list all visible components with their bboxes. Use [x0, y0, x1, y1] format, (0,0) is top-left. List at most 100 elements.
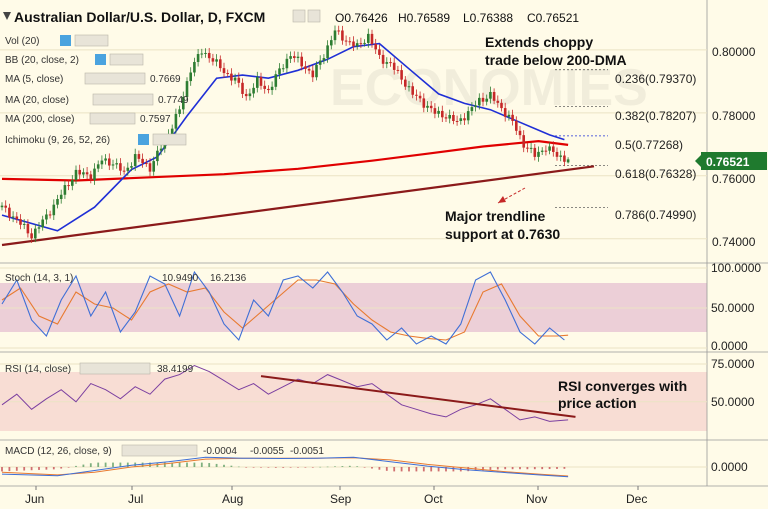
- macd-histogram-bar: [289, 467, 292, 468]
- legend-ma20[interactable]: MA (20, close) 0.7749: [5, 93, 189, 106]
- candle-body: [119, 163, 122, 171]
- candle-body: [496, 100, 500, 103]
- macd-histogram-bar: [245, 467, 248, 468]
- stoch-tick-label: 100.0000: [711, 261, 761, 275]
- annotation-trend-line2: support at 0.7630: [445, 226, 560, 242]
- candle-body: [48, 214, 52, 216]
- candle-body: [204, 52, 207, 54]
- collapse-icon[interactable]: [3, 12, 11, 20]
- legend-bb-controls[interactable]: [109, 53, 144, 66]
- candle-body: [278, 68, 281, 75]
- macd-histogram-bar: [30, 467, 33, 471]
- legend-vol-toggle-icon[interactable]: [60, 35, 71, 46]
- candle-body: [385, 62, 389, 64]
- candle-body: [322, 58, 326, 61]
- legend-macd-controls[interactable]: [121, 444, 198, 457]
- macd-histogram-bar: [208, 463, 211, 467]
- candle-body: [415, 94, 418, 96]
- candle-body: [285, 58, 289, 69]
- candle-body: [330, 40, 333, 46]
- current-price-pointer: [695, 155, 701, 167]
- legend-ichimoku-controls[interactable]: [152, 133, 187, 146]
- candle-body: [378, 49, 381, 55]
- legend-macd[interactable]: MACD (12, 26, close, 9) -0.0004 -0.0055 …: [5, 444, 324, 457]
- rsi-axis: 75.0000 50.0000: [711, 357, 755, 409]
- candle-body: [82, 172, 85, 175]
- macd-histogram-bar: [496, 467, 499, 470]
- macd-histogram-bar: [371, 467, 373, 469]
- macd-histogram-bar: [260, 467, 262, 468]
- legend-ma200-controls[interactable]: [89, 112, 136, 125]
- macd-histogram-bar: [126, 462, 129, 467]
- legend-rsi-controls[interactable]: [79, 362, 151, 375]
- price-plot: [0, 25, 608, 247]
- macd-histogram-bar: [408, 467, 410, 472]
- candle-body: [307, 68, 311, 71]
- fib-label-0786: 0.786(0.74990): [615, 208, 696, 222]
- legend-ma20-controls[interactable]: [92, 93, 154, 106]
- legend-ma20-label: MA (20, close): [5, 95, 69, 106]
- macd-histogram-bar: [526, 467, 529, 470]
- candle-body: [215, 59, 218, 62]
- price-tick-label: 0.78000: [712, 109, 756, 123]
- candle-body: [267, 88, 270, 91]
- candle-body: [485, 98, 488, 102]
- legend-bb-toggle-icon[interactable]: [95, 54, 106, 65]
- macd-histogram-bar: [89, 463, 92, 467]
- candle-body: [348, 41, 352, 43]
- price-tick-label: 0.76000: [712, 172, 756, 186]
- hide-icon[interactable]: [307, 9, 321, 23]
- rsi-trendline: [260, 375, 576, 418]
- candle-body: [141, 158, 144, 164]
- candle-body: [196, 54, 200, 62]
- candle-body: [26, 223, 30, 234]
- legend-bb[interactable]: BB (20, close, 2): [5, 53, 144, 66]
- fib-label-0618: 0.618(0.76328): [615, 167, 696, 181]
- candle-body: [426, 105, 429, 108]
- legend-ma200[interactable]: MA (200, close) 0.7597: [5, 112, 171, 125]
- candle-body: [100, 160, 104, 165]
- candle-body: [108, 158, 111, 166]
- legend-ma5[interactable]: MA (5, close) 0.7669: [5, 72, 181, 85]
- macd-histogram-bar: [556, 467, 558, 469]
- legend-ichimoku-toggle-icon[interactable]: [138, 134, 149, 145]
- candle-body: [326, 45, 329, 59]
- legend-stoch-k-value: 10.9490: [162, 273, 199, 284]
- legend-macd-label: MACD (12, 26, close, 9): [5, 446, 112, 457]
- candle-body: [4, 205, 7, 208]
- legend-vol-controls[interactable]: [74, 34, 109, 47]
- candle-body: [400, 70, 403, 80]
- legend-vol[interactable]: Vol (20): [5, 34, 109, 47]
- candle-body: [211, 58, 215, 62]
- macd-histogram-bar: [15, 467, 18, 471]
- candle-body: [367, 33, 370, 43]
- candle-body: [381, 54, 385, 64]
- candle-body: [444, 117, 448, 119]
- candle-body: [389, 62, 392, 64]
- candle-body: [96, 164, 100, 169]
- legend-stoch[interactable]: Stoch (14, 3, 1) 10.9490 16.2136: [5, 273, 247, 284]
- settings-icon[interactable]: [292, 9, 306, 23]
- macd-histogram-bar: [437, 467, 440, 472]
- candle-body: [241, 82, 244, 94]
- candle-body: [474, 105, 477, 108]
- candle-body: [19, 219, 22, 225]
- candle-body: [363, 42, 366, 44]
- legend-ichimoku[interactable]: Ichimoku (9, 26, 52, 26): [5, 133, 187, 146]
- candle-body: [507, 114, 511, 117]
- candle-body: [207, 52, 211, 59]
- candle-body: [115, 163, 118, 165]
- macd-histogram-bar: [511, 467, 514, 470]
- legend-rsi[interactable]: RSI (14, close) 38.4199: [5, 362, 194, 375]
- legend-ma200-value: 0.7597: [140, 114, 171, 125]
- collapse-icon-shape[interactable]: [3, 12, 11, 20]
- legend-ma5-controls[interactable]: [84, 72, 146, 85]
- candle-body: [511, 114, 514, 121]
- annotation-arrow-head: [498, 196, 506, 203]
- macd-histogram-bar: [104, 462, 107, 467]
- macd-histogram-bar: [533, 467, 536, 470]
- candle-body: [522, 135, 525, 148]
- macd-histogram-bar: [193, 462, 196, 467]
- macd-histogram-bar: [356, 466, 359, 467]
